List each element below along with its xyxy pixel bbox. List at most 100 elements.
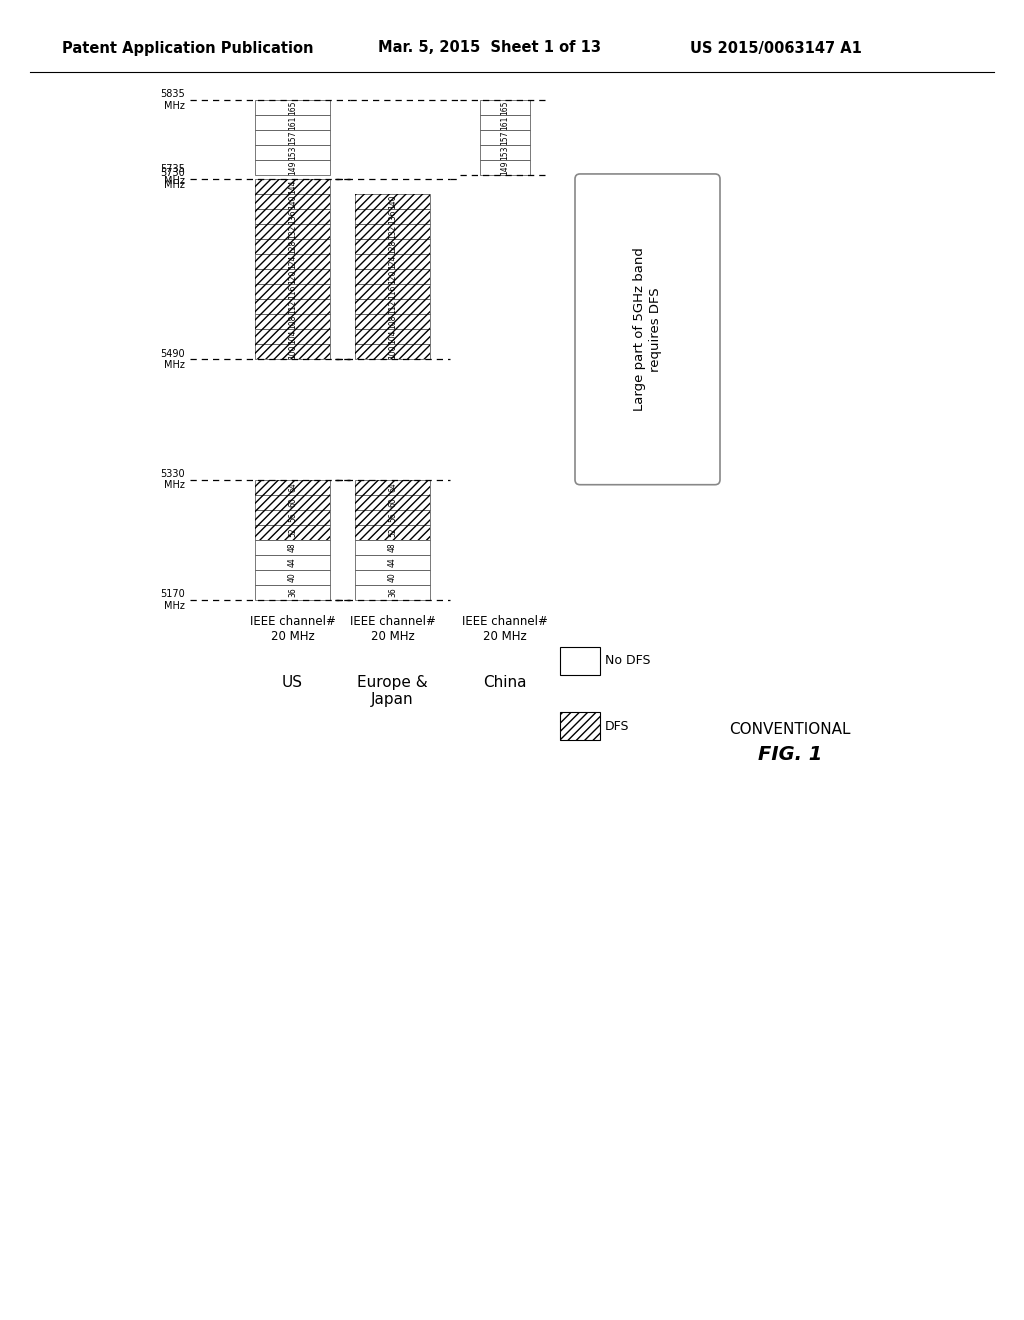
Text: Europe &
Japan: Europe & Japan xyxy=(357,675,428,708)
Bar xyxy=(255,180,330,194)
Text: 5730
MHz: 5730 MHz xyxy=(160,168,185,190)
Text: 149: 149 xyxy=(288,161,297,176)
Bar xyxy=(355,525,430,540)
Text: China: China xyxy=(483,675,526,690)
Text: 153: 153 xyxy=(288,145,297,160)
Bar xyxy=(255,194,330,209)
Bar xyxy=(560,711,600,741)
Bar xyxy=(255,570,330,585)
Text: 140: 140 xyxy=(388,194,397,209)
Bar xyxy=(255,510,330,525)
Bar xyxy=(255,269,330,284)
Bar xyxy=(255,255,330,269)
Text: 161: 161 xyxy=(501,115,510,129)
Text: US 2015/0063147 A1: US 2015/0063147 A1 xyxy=(690,41,862,55)
Bar xyxy=(255,160,330,176)
Bar xyxy=(480,160,530,176)
Bar xyxy=(255,300,330,314)
Bar xyxy=(255,100,330,115)
Text: 144: 144 xyxy=(288,180,297,194)
Text: 149: 149 xyxy=(501,161,510,176)
Text: 140: 140 xyxy=(288,194,297,209)
Bar xyxy=(355,570,430,585)
Text: 56: 56 xyxy=(388,512,397,523)
Bar xyxy=(355,224,430,239)
Bar xyxy=(480,100,530,115)
Bar xyxy=(255,345,330,359)
Text: IEEE channel#
20 MHz: IEEE channel# 20 MHz xyxy=(349,615,435,643)
Bar xyxy=(355,585,430,601)
Bar xyxy=(255,479,330,495)
Bar xyxy=(255,209,330,224)
Bar xyxy=(255,269,330,284)
Text: 100: 100 xyxy=(388,345,397,359)
Bar xyxy=(355,300,430,314)
Text: 40: 40 xyxy=(288,573,297,582)
Text: 36: 36 xyxy=(388,587,397,598)
Text: Patent Application Publication: Patent Application Publication xyxy=(62,41,313,55)
Bar xyxy=(355,300,430,314)
Bar xyxy=(355,540,430,554)
Text: 104: 104 xyxy=(288,330,297,345)
Bar xyxy=(355,194,430,209)
FancyBboxPatch shape xyxy=(575,174,720,484)
Text: DFS: DFS xyxy=(605,719,630,733)
Bar xyxy=(355,554,430,570)
Text: US: US xyxy=(282,675,303,690)
Text: 165: 165 xyxy=(288,100,297,115)
Bar xyxy=(560,647,600,675)
Text: No DFS: No DFS xyxy=(605,655,650,668)
Text: 136: 136 xyxy=(288,210,297,224)
Text: 52: 52 xyxy=(388,528,397,537)
Bar xyxy=(255,329,330,345)
Text: 36: 36 xyxy=(288,587,297,598)
Bar xyxy=(355,255,430,269)
Bar xyxy=(255,495,330,510)
Bar xyxy=(355,345,430,359)
Bar xyxy=(255,345,330,359)
Text: FIG. 1: FIG. 1 xyxy=(758,746,822,764)
Text: 64: 64 xyxy=(288,482,297,492)
Text: 60: 60 xyxy=(288,498,297,507)
Text: 5170
MHz: 5170 MHz xyxy=(160,589,185,611)
Bar xyxy=(255,329,330,345)
Bar xyxy=(255,284,330,300)
Bar xyxy=(355,209,430,224)
Text: 112: 112 xyxy=(288,300,297,314)
Text: 165: 165 xyxy=(501,100,510,115)
Text: 161: 161 xyxy=(288,115,297,129)
Text: 104: 104 xyxy=(388,330,397,345)
Bar xyxy=(355,255,430,269)
Bar xyxy=(255,554,330,570)
Text: 108: 108 xyxy=(388,314,397,329)
Text: 132: 132 xyxy=(288,224,297,239)
Text: 56: 56 xyxy=(288,512,297,523)
Text: 112: 112 xyxy=(388,300,397,314)
Text: IEEE channel#
20 MHz: IEEE channel# 20 MHz xyxy=(250,615,336,643)
Text: Mar. 5, 2015  Sheet 1 of 13: Mar. 5, 2015 Sheet 1 of 13 xyxy=(378,41,601,55)
Bar xyxy=(355,479,430,495)
Bar xyxy=(355,314,430,329)
Bar xyxy=(255,115,330,131)
Bar xyxy=(355,479,430,495)
Text: 48: 48 xyxy=(388,543,397,552)
Bar xyxy=(255,314,330,329)
Text: 153: 153 xyxy=(501,145,510,160)
Bar xyxy=(355,345,430,359)
Bar xyxy=(355,224,430,239)
Text: 64: 64 xyxy=(388,482,397,492)
Text: 44: 44 xyxy=(288,557,297,568)
Bar xyxy=(255,540,330,554)
Bar xyxy=(355,314,430,329)
Text: CONVENTIONAL: CONVENTIONAL xyxy=(729,722,851,738)
Text: 5490
MHz: 5490 MHz xyxy=(161,348,185,370)
Text: 132: 132 xyxy=(388,224,397,239)
Text: 136: 136 xyxy=(388,210,397,224)
Bar xyxy=(355,525,430,540)
Bar xyxy=(255,525,330,540)
Text: 5330
MHz: 5330 MHz xyxy=(161,469,185,491)
Text: 40: 40 xyxy=(388,573,397,582)
Bar xyxy=(255,284,330,300)
Text: 116: 116 xyxy=(288,285,297,298)
Bar xyxy=(355,510,430,525)
